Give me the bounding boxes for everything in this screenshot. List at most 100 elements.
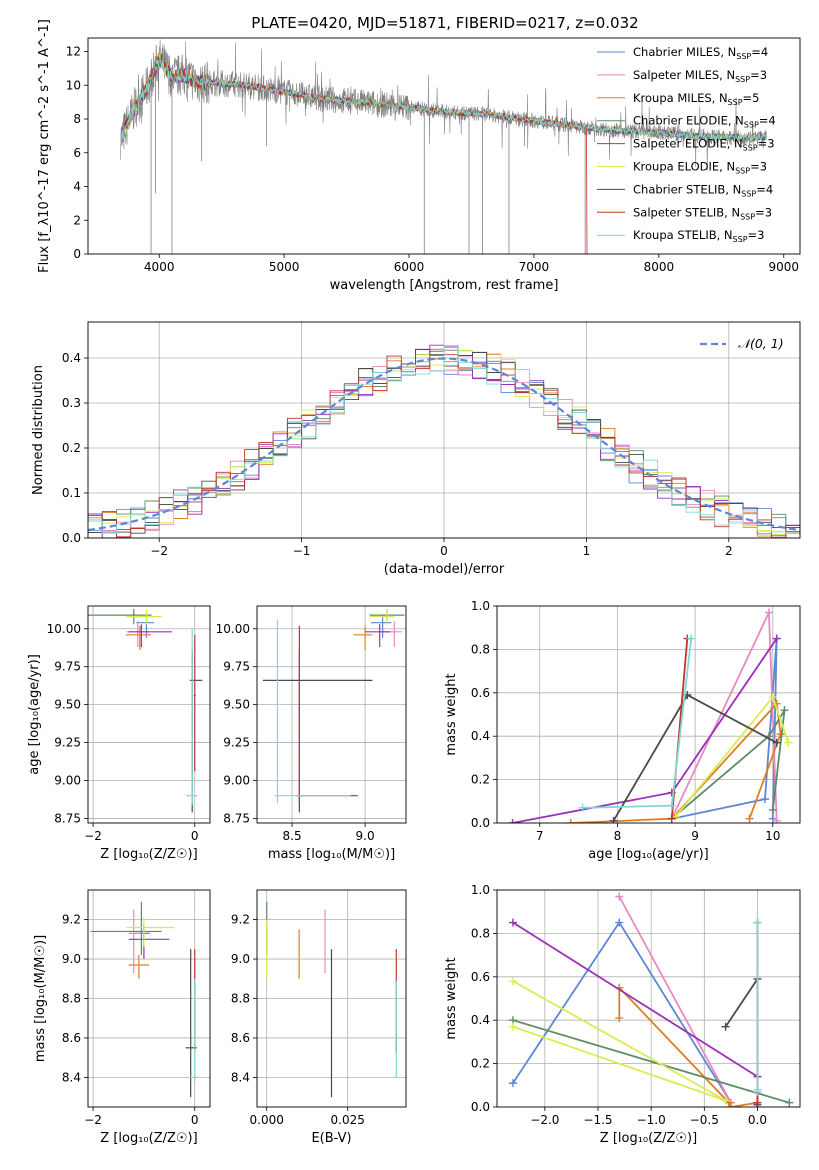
errorbar-kroupa-elodie bbox=[126, 609, 162, 625]
series-point bbox=[566, 819, 575, 823]
errorbar-kroupa-miles bbox=[128, 955, 149, 979]
legend-label-text: Salpeter STELIB, N bbox=[633, 205, 740, 219]
series-point bbox=[615, 892, 624, 901]
errorbar-salpeter-elodie bbox=[128, 925, 170, 960]
series-point bbox=[761, 795, 770, 804]
y-tick-label: 0.6 bbox=[471, 686, 490, 700]
x-tick-label: −2 bbox=[150, 544, 168, 558]
axes-frame bbox=[87, 605, 211, 824]
series-salpeter-elodie bbox=[508, 634, 781, 823]
errorbar-salpeter-miles bbox=[128, 909, 142, 973]
errorbar-salpeter-elodie bbox=[128, 624, 172, 647]
model-line-salpeter-stelib bbox=[121, 56, 588, 254]
series-point bbox=[508, 977, 517, 986]
x-tick-label: 4000 bbox=[144, 260, 175, 274]
x-tick-label: 6000 bbox=[394, 260, 425, 274]
series-point bbox=[578, 803, 587, 812]
y-axis-label: Normed distribution bbox=[31, 365, 46, 495]
y-tick-label: 9.0 bbox=[231, 952, 250, 966]
y-tick-label: 0.4 bbox=[471, 729, 490, 743]
x-axis-label: (data-model)/error bbox=[384, 562, 505, 577]
series-point bbox=[772, 816, 781, 823]
plot-area-age_vs_Z bbox=[88, 609, 203, 813]
histogram-kroupa-stelib bbox=[88, 344, 800, 538]
x-tick-label: 2 bbox=[725, 544, 733, 558]
y-tick-label: 9.75 bbox=[54, 660, 81, 674]
series-point bbox=[745, 814, 754, 823]
legend-label: Chabrier MILES, NSSP=4 bbox=[633, 45, 768, 61]
series-salpeter-miles bbox=[615, 892, 735, 1107]
series-point bbox=[508, 1079, 517, 1088]
y-axis-label: mass [log₁₀(M/M☉)] bbox=[33, 935, 48, 1062]
legend-label-sub: SSP bbox=[733, 235, 748, 244]
series-point bbox=[753, 1085, 762, 1094]
y-tick-label: 0 bbox=[73, 247, 81, 261]
x-tick-label: 0.000 bbox=[250, 1113, 284, 1127]
series-line bbox=[512, 1019, 790, 1104]
legend-label-tail: =4 bbox=[759, 114, 776, 128]
y-tick-label: 0.0 bbox=[471, 1100, 490, 1114]
y-tick-label: 9.25 bbox=[223, 736, 250, 750]
y-tick-label: 0.2 bbox=[471, 773, 490, 787]
errorbar-salpeter-stelib bbox=[193, 634, 196, 772]
series-chabrier-stelib bbox=[609, 690, 781, 823]
legend-label-sub: SSP bbox=[744, 121, 759, 130]
y-axis-label: mass weight bbox=[444, 957, 459, 1039]
plot-area-age_vs_mass bbox=[262, 609, 405, 813]
errorbar-chabrier-stelib bbox=[189, 650, 203, 813]
y-tick-label: 0.8 bbox=[471, 642, 490, 656]
errorbar-kroupa-elodie bbox=[369, 609, 395, 625]
series-kroupa-stelib bbox=[578, 634, 696, 812]
x-tick-label: 0 bbox=[191, 1113, 199, 1127]
legend-label-text: Chabrier ELODIE, N bbox=[633, 114, 744, 128]
spectrum-data-line bbox=[120, 39, 767, 171]
normal-curve bbox=[88, 357, 800, 532]
legend-label-tail: =3 bbox=[750, 160, 767, 174]
axes-frame bbox=[496, 889, 801, 1108]
legend-label-tail: =3 bbox=[748, 228, 765, 242]
x-tick-label: 9000 bbox=[768, 260, 799, 274]
legend-label-sub: SSP bbox=[743, 144, 758, 153]
y-tick-label: 0.8 bbox=[471, 926, 490, 940]
legend-label-tail: =4 bbox=[751, 45, 768, 59]
chart-residuals: −2 −1 0 1 2 0.0 0.1 0.2 0.3 0.4 (data-model)/error… bbox=[31, 321, 801, 577]
series-point bbox=[508, 1022, 517, 1031]
series-kroupa-miles bbox=[615, 983, 762, 1107]
chart-mass_vs_Z: −2 0 8.4 8.6 8.8 9.0 9.2 Z [log₁₀(Z/Z☉)] mass [l… bbox=[33, 889, 211, 1146]
errorbar-kroupa-elodie bbox=[126, 917, 175, 948]
legend-label-text: Kroupa STELIB, N bbox=[633, 228, 733, 242]
x-tick-label: 7 bbox=[536, 829, 544, 843]
legend-label: 𝒩(0, 1) bbox=[738, 336, 784, 351]
series-point bbox=[667, 814, 676, 823]
x-tick-label: −2 bbox=[84, 1113, 102, 1127]
series-point bbox=[784, 738, 793, 747]
y-tick-label: 8.8 bbox=[231, 992, 250, 1006]
y-tick-label: 0.2 bbox=[471, 1057, 490, 1071]
legend-label: Salpeter ELODIE, NSSP=3 bbox=[633, 137, 775, 153]
plot-area-weight_vs_Z bbox=[508, 892, 794, 1107]
y-tick-label: 2 bbox=[73, 213, 81, 227]
y-tick-label: 9.2 bbox=[62, 913, 81, 927]
y-tick-label: 9.50 bbox=[223, 698, 250, 712]
x-tick-label: 1 bbox=[583, 544, 591, 558]
chart-layer: 4000 5000 6000 7000 8000 9000024681012wavelen… bbox=[27, 19, 801, 1146]
x-tick-label: 0 bbox=[440, 544, 448, 558]
axes-frame bbox=[87, 37, 801, 255]
x-tick-label: −1.5 bbox=[583, 1113, 612, 1127]
errorbar-kroupa-stelib bbox=[189, 978, 200, 1082]
x-tick-label: 5000 bbox=[269, 260, 300, 274]
figure-title: PLATE=0420, MJD=51871, FIBERID=0217, z=0… bbox=[251, 14, 638, 32]
x-tick-label: 8.5 bbox=[283, 829, 302, 843]
errorbar-kroupa-stelib bbox=[186, 628, 198, 805]
series-point bbox=[772, 634, 781, 643]
x-tick-label: −1 bbox=[293, 544, 311, 558]
y-axis-label: Flux [f_λ10^-17 erg cm^-2 s^-1 A^-1] bbox=[37, 19, 52, 273]
legend-label-sub: SSP bbox=[741, 189, 756, 198]
series-point bbox=[785, 1098, 794, 1107]
series-point bbox=[609, 816, 618, 823]
legend-label-sub: SSP bbox=[735, 75, 750, 84]
x-tick-label: −0.5 bbox=[690, 1113, 719, 1127]
x-axis-label: age [log₁₀(age/yr)] bbox=[588, 847, 709, 862]
x-tick-label: −2 bbox=[84, 829, 102, 843]
x-tick-label: −1.0 bbox=[637, 1113, 666, 1127]
